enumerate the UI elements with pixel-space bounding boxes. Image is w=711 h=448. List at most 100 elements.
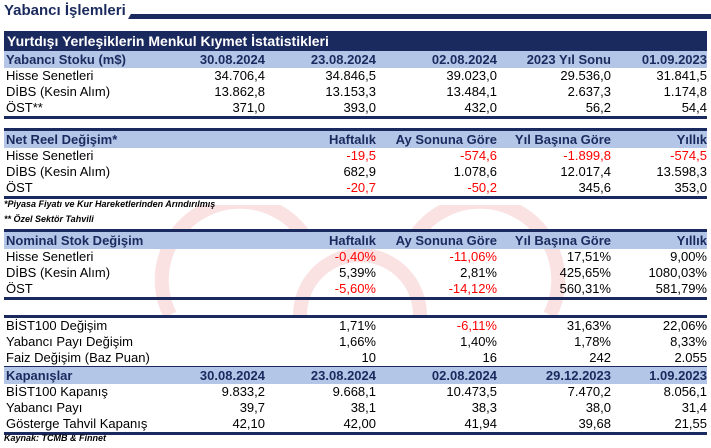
row-label: DİBS (Kesin Alım) — [6, 84, 111, 99]
cell-value — [190, 281, 265, 297]
cell-value: -0,40% — [334, 249, 376, 264]
cell-value: 13.153,3 — [325, 84, 376, 99]
cell-value: -20,7 — [346, 180, 376, 195]
row-label: Hisse Senetleri — [6, 148, 94, 163]
table-row: Gösterge Tahvil Kapanış 42,10 42,00 41,94 39… — [4, 416, 707, 432]
cell-value: 12.017,4 — [560, 164, 611, 179]
cell-value: 393,0 — [343, 100, 376, 115]
row-label: DİBS (Kesin Alım) — [6, 265, 111, 280]
cell-value: 22,06% — [662, 318, 707, 333]
cell-value: 41,94 — [464, 416, 497, 431]
source-note: Kaynak: TCMB & Finnet — [4, 433, 107, 443]
cell-value: -19,5 — [346, 148, 376, 163]
header-row: Kapanışlar 30.08.2024 23.08.2024 02.08.2024… — [4, 367, 707, 384]
cell-value: 38,0 — [585, 400, 611, 415]
table-row: DİBS (Kesin Alım) 13.862,8 13.153,3 13.484,… — [4, 84, 707, 100]
cell-value: 242 — [589, 350, 611, 365]
table-row: Yabancı Payı 39,7 38,1 38,3 38,0 31,4 — [4, 400, 707, 416]
market-change-section: BİST100 Değişim 1,71% -6,11% 31,63% 22,06% Ya… — [4, 315, 707, 369]
cell-value: 54,4 — [681, 100, 707, 115]
cell-value: 10.473,5 — [446, 384, 497, 399]
cell-value: -6,11% — [456, 318, 497, 333]
table-row: Yabancı Payı Değişim 1,66% 1,40% 1,78% 8,33% — [4, 334, 707, 350]
section-title: Yurtdışı Yerleşiklerin Menkul Kıymet İst… — [4, 31, 707, 51]
cell-value: 34.706,4 — [214, 68, 265, 83]
cell-value: 371,0 — [232, 100, 265, 115]
cell-value: 1,71% — [339, 318, 376, 333]
footnote: ** Özel Sektör Tahvili — [4, 214, 94, 224]
cell-value: 560,31% — [559, 281, 611, 296]
cell-value: 9.668,1 — [332, 384, 376, 399]
row-label: DİBS (Kesin Alım) — [6, 164, 111, 179]
rows: Hisse Senetleri -19,5 -574,6 -1.899,8 -574,5… — [4, 148, 707, 199]
cell-value: Haftalık — [329, 132, 376, 147]
cell-value: Haftalık — [329, 233, 376, 248]
foreign-stock-section: Yurtdışı Yerleşiklerin Menkul Kıymet İst… — [4, 31, 707, 119]
header-row: Net Reel Değişim* Haftalık Ay Sonuna Göre Y… — [4, 128, 707, 148]
cell-value: Yıl Başına Göre — [514, 233, 611, 248]
cell-value — [190, 148, 265, 164]
cell-value: 8.056,1 — [663, 384, 707, 399]
cell-value — [190, 180, 265, 196]
cell-value: 30.08.2024 — [199, 368, 265, 383]
header-row: Yabancı Stoku (m$) 30.08.2024 23.08.2024 02… — [4, 51, 707, 68]
cell-value: 10 — [361, 350, 376, 365]
row-label: Hisse Senetleri — [6, 68, 94, 83]
cell-value: Yıllık — [676, 233, 707, 248]
row-label: BİST100 Değişim — [6, 318, 108, 333]
cell-value — [190, 350, 265, 366]
cell-value: 01.09.2023 — [641, 52, 707, 67]
cell-value: -5,60% — [334, 281, 376, 296]
cell-value: 17,51% — [566, 249, 611, 264]
cell-value: 29.12.2023 — [545, 368, 611, 383]
table-row: Faiz Değişim (Baz Puan) 10 16 242 2.055 — [4, 350, 707, 366]
cell-value: 682,9 — [343, 164, 376, 179]
cell-value: 1080,03% — [648, 265, 707, 280]
cell-value: 02.08.2024 — [431, 52, 497, 67]
cell-value: 31,63% — [566, 318, 611, 333]
row-label: Yabancı Payı Değişim — [6, 334, 133, 349]
cell-value: 13.484,1 — [446, 84, 497, 99]
table-row: Hisse Senetleri 34.706,4 34.846,5 39.023,0 2… — [4, 68, 707, 84]
cell-value: 16 — [482, 350, 497, 365]
table-row: Hisse Senetleri -0,40% -11,06% 17,51% 9,00% — [4, 249, 707, 265]
cell-value: Ay Sonuna Göre — [395, 132, 497, 147]
table-row: ÖST** 371,0 393,0 432,0 56,2 54,4 — [4, 100, 707, 116]
table-row: BİST100 Kapanış 9.833,2 9.668,1 10.473,5 7.4… — [4, 384, 707, 400]
cell-value — [190, 265, 265, 281]
table-row: BİST100 Değişim 1,71% -6,11% 31,63% 22,06% — [4, 318, 707, 334]
cell-value: 02.08.2024 — [431, 368, 497, 383]
cell-value: 56,2 — [585, 100, 611, 115]
cell-value: 42,00 — [343, 416, 376, 431]
rows: BİST100 Kapanış 9.833,2 9.668,1 10.473,5 7.4… — [4, 384, 707, 435]
cell-value: 8,33% — [670, 334, 707, 349]
cell-value: 29.536,0 — [560, 68, 611, 83]
cell-value: 581,79% — [655, 281, 707, 296]
cell-value: 39,7 — [239, 400, 265, 415]
cell-value: 31,4 — [681, 400, 707, 415]
cell-value: 5,39% — [339, 265, 376, 280]
cell-value: -574,6 — [460, 148, 497, 163]
cell-value — [190, 131, 265, 148]
row-label: Yabancı Payı — [6, 400, 83, 415]
cell-value: Yıllık — [676, 132, 707, 147]
cell-value: 1.09.2023 — [649, 368, 707, 383]
cell-value: 7.470,2 — [567, 384, 611, 399]
cell-value: 31.841,5 — [656, 68, 707, 83]
cell-value: 345,6 — [578, 180, 611, 195]
table-row: ÖST -20,7 -50,2 345,6 353,0 — [4, 180, 707, 196]
cell-value: 42,10 — [232, 416, 265, 431]
cell-value: 2.637,3 — [567, 84, 611, 99]
cell-value: 39.023,0 — [446, 68, 497, 83]
cell-value: 38,1 — [350, 400, 376, 415]
cell-value: -574,5 — [670, 148, 707, 163]
cell-value: Ay Sonuna Göre — [395, 233, 497, 248]
cell-value: -11,06% — [449, 249, 497, 264]
row-label: ÖST — [6, 281, 33, 296]
cell-value: 23.08.2024 — [310, 368, 376, 383]
cell-value: 30.08.2024 — [199, 52, 265, 67]
cell-value: 1,66% — [339, 334, 376, 349]
cell-value: 2.055 — [674, 350, 707, 365]
cell-value: 23.08.2024 — [310, 52, 376, 67]
cell-value: -50,2 — [467, 180, 497, 195]
